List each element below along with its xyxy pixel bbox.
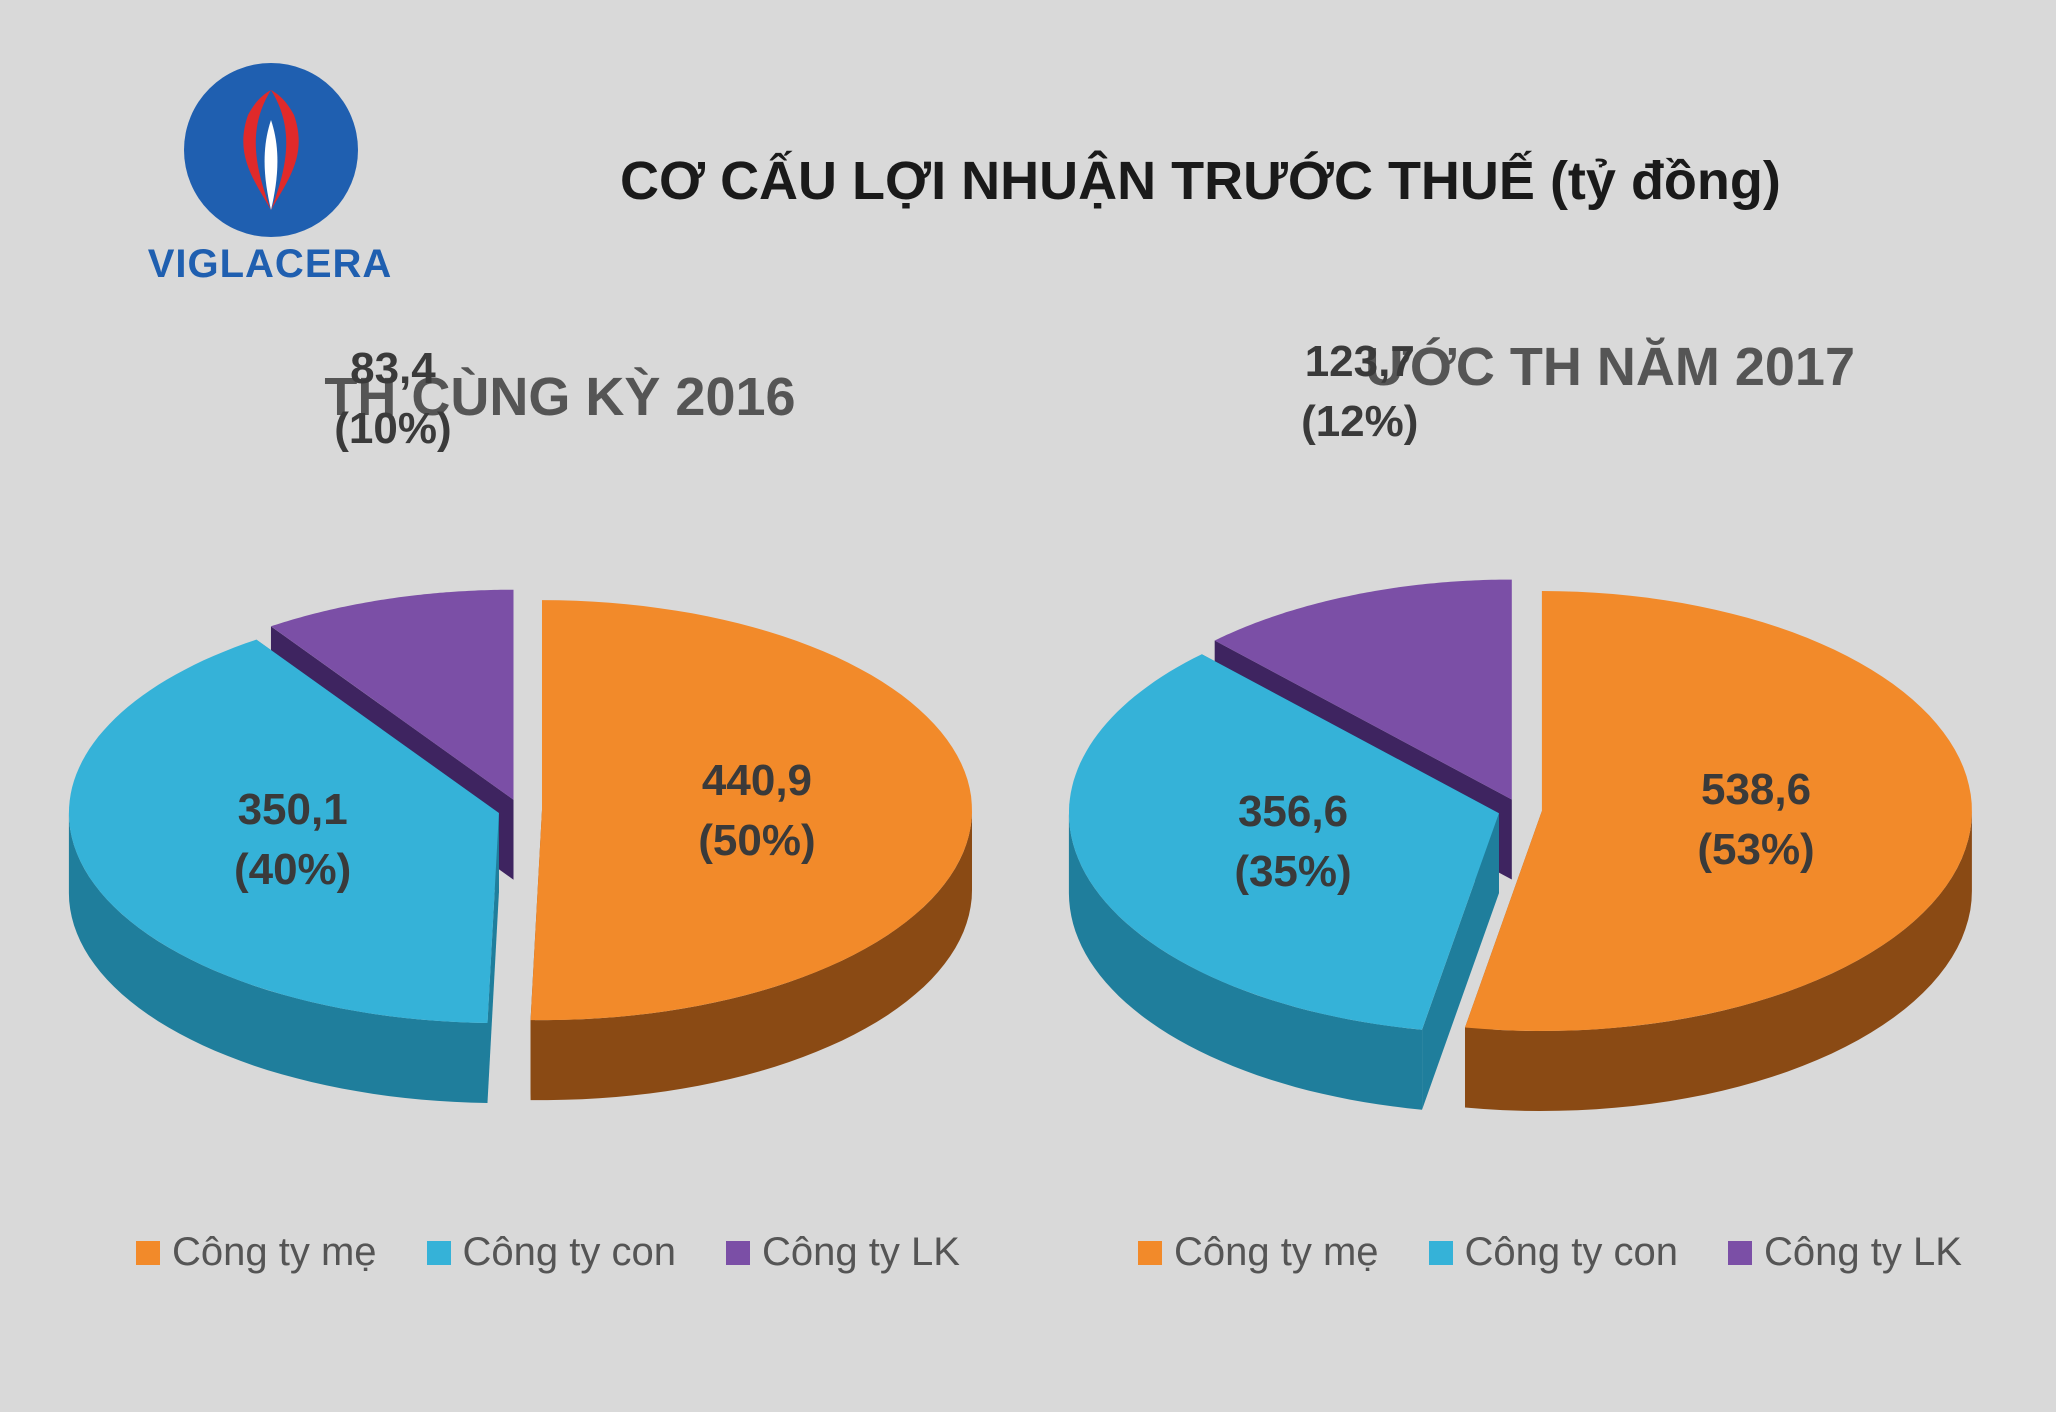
data-label-value: 538,6	[1700, 764, 1812, 814]
legend-item-con: Công ty con	[1428, 1230, 1678, 1275]
pie-side-con	[1068, 813, 1422, 1110]
legend-label: Công ty con	[1464, 1230, 1678, 1274]
data-label-percent: (53%)	[1697, 824, 1815, 874]
chart-title-2017: ƯỚC TH NĂM 2017	[1365, 337, 1855, 397]
legend-item-lk: Công ty LK	[726, 1230, 960, 1275]
legend-label: Công ty LK	[1764, 1230, 1962, 1274]
legend-label: Công ty con	[462, 1230, 676, 1274]
legend-item-con: Công ty con	[426, 1230, 676, 1275]
legend-swatch-lk	[1728, 1240, 1752, 1265]
pie-slice-lk	[1214, 579, 1512, 800]
pie-slice-lk	[271, 589, 514, 800]
legend-item-me: Công ty mẹ	[1138, 1230, 1379, 1275]
legend-swatch-con	[1428, 1240, 1453, 1265]
data-label-percent: (35%)	[1234, 846, 1352, 896]
legend-swatch-me	[136, 1240, 160, 1265]
viglacera-logo: VIGLACERA	[140, 60, 400, 300]
legend-2016: Công ty mẹ Công ty con Công ty LK	[136, 1230, 960, 1275]
legend-label: Công ty mẹ	[1174, 1230, 1379, 1274]
data-label-me: 440,9 (50%)	[637, 751, 877, 871]
pie-wall-con	[487, 813, 499, 1103]
data-label-me: 538,6 (53%)	[1636, 760, 1876, 880]
legend-item-me: Công ty mẹ	[136, 1230, 377, 1275]
data-label-con: 356,6 (35%)	[1173, 782, 1413, 902]
pie-1	[1068, 579, 1972, 1111]
legend-label: Công ty LK	[762, 1230, 960, 1274]
flame-logo-icon	[184, 63, 358, 237]
pie-wall-con	[1422, 813, 1499, 1110]
data-label-con: 350,1 (40%)	[173, 780, 413, 900]
legend-swatch-con	[426, 1240, 451, 1265]
pie-slice-me	[530, 600, 972, 1021]
pie-slice-con	[68, 639, 499, 1023]
data-label-value: 440,9	[701, 756, 813, 806]
pie-side-me	[530, 810, 972, 1101]
legend-swatch-me	[1138, 1240, 1162, 1265]
page-title: CƠ CẤU LỢI NHUẬN TRƯỚC THUẾ (tỷ đồng)	[620, 151, 1781, 211]
data-label-percent: (40%)	[233, 844, 352, 894]
pie-slice-con	[1069, 654, 1499, 1030]
data-label-lk: 123,7 (12%)	[1240, 332, 1480, 452]
chart-title-2016: TH CÙNG KỲ 2016	[324, 367, 796, 427]
data-label-value: 356,6	[1237, 786, 1349, 836]
pie-0	[68, 589, 972, 1103]
legend-swatch-lk	[726, 1240, 750, 1265]
logo-text: VIGLACERA	[147, 242, 393, 286]
pie-slice-me	[1465, 591, 1972, 1031]
data-label-value: 350,1	[237, 784, 348, 834]
data-label-percent: (10%)	[334, 403, 452, 453]
data-label-lk: 83,4 (10%)	[273, 339, 513, 459]
pie-side-con	[68, 813, 488, 1103]
legend-2017: Công ty mẹ Công ty con Công ty LK	[1138, 1230, 1962, 1275]
legend-label: Công ty mẹ	[172, 1230, 377, 1274]
data-label-percent: (12%)	[1301, 396, 1419, 446]
legend-item-lk: Công ty LK	[1728, 1230, 1962, 1275]
data-label-value: 123,7	[1304, 336, 1415, 386]
data-label-value: 83,4	[350, 343, 436, 393]
pie-side-me	[1465, 811, 1972, 1111]
data-label-percent: (50%)	[698, 816, 816, 866]
